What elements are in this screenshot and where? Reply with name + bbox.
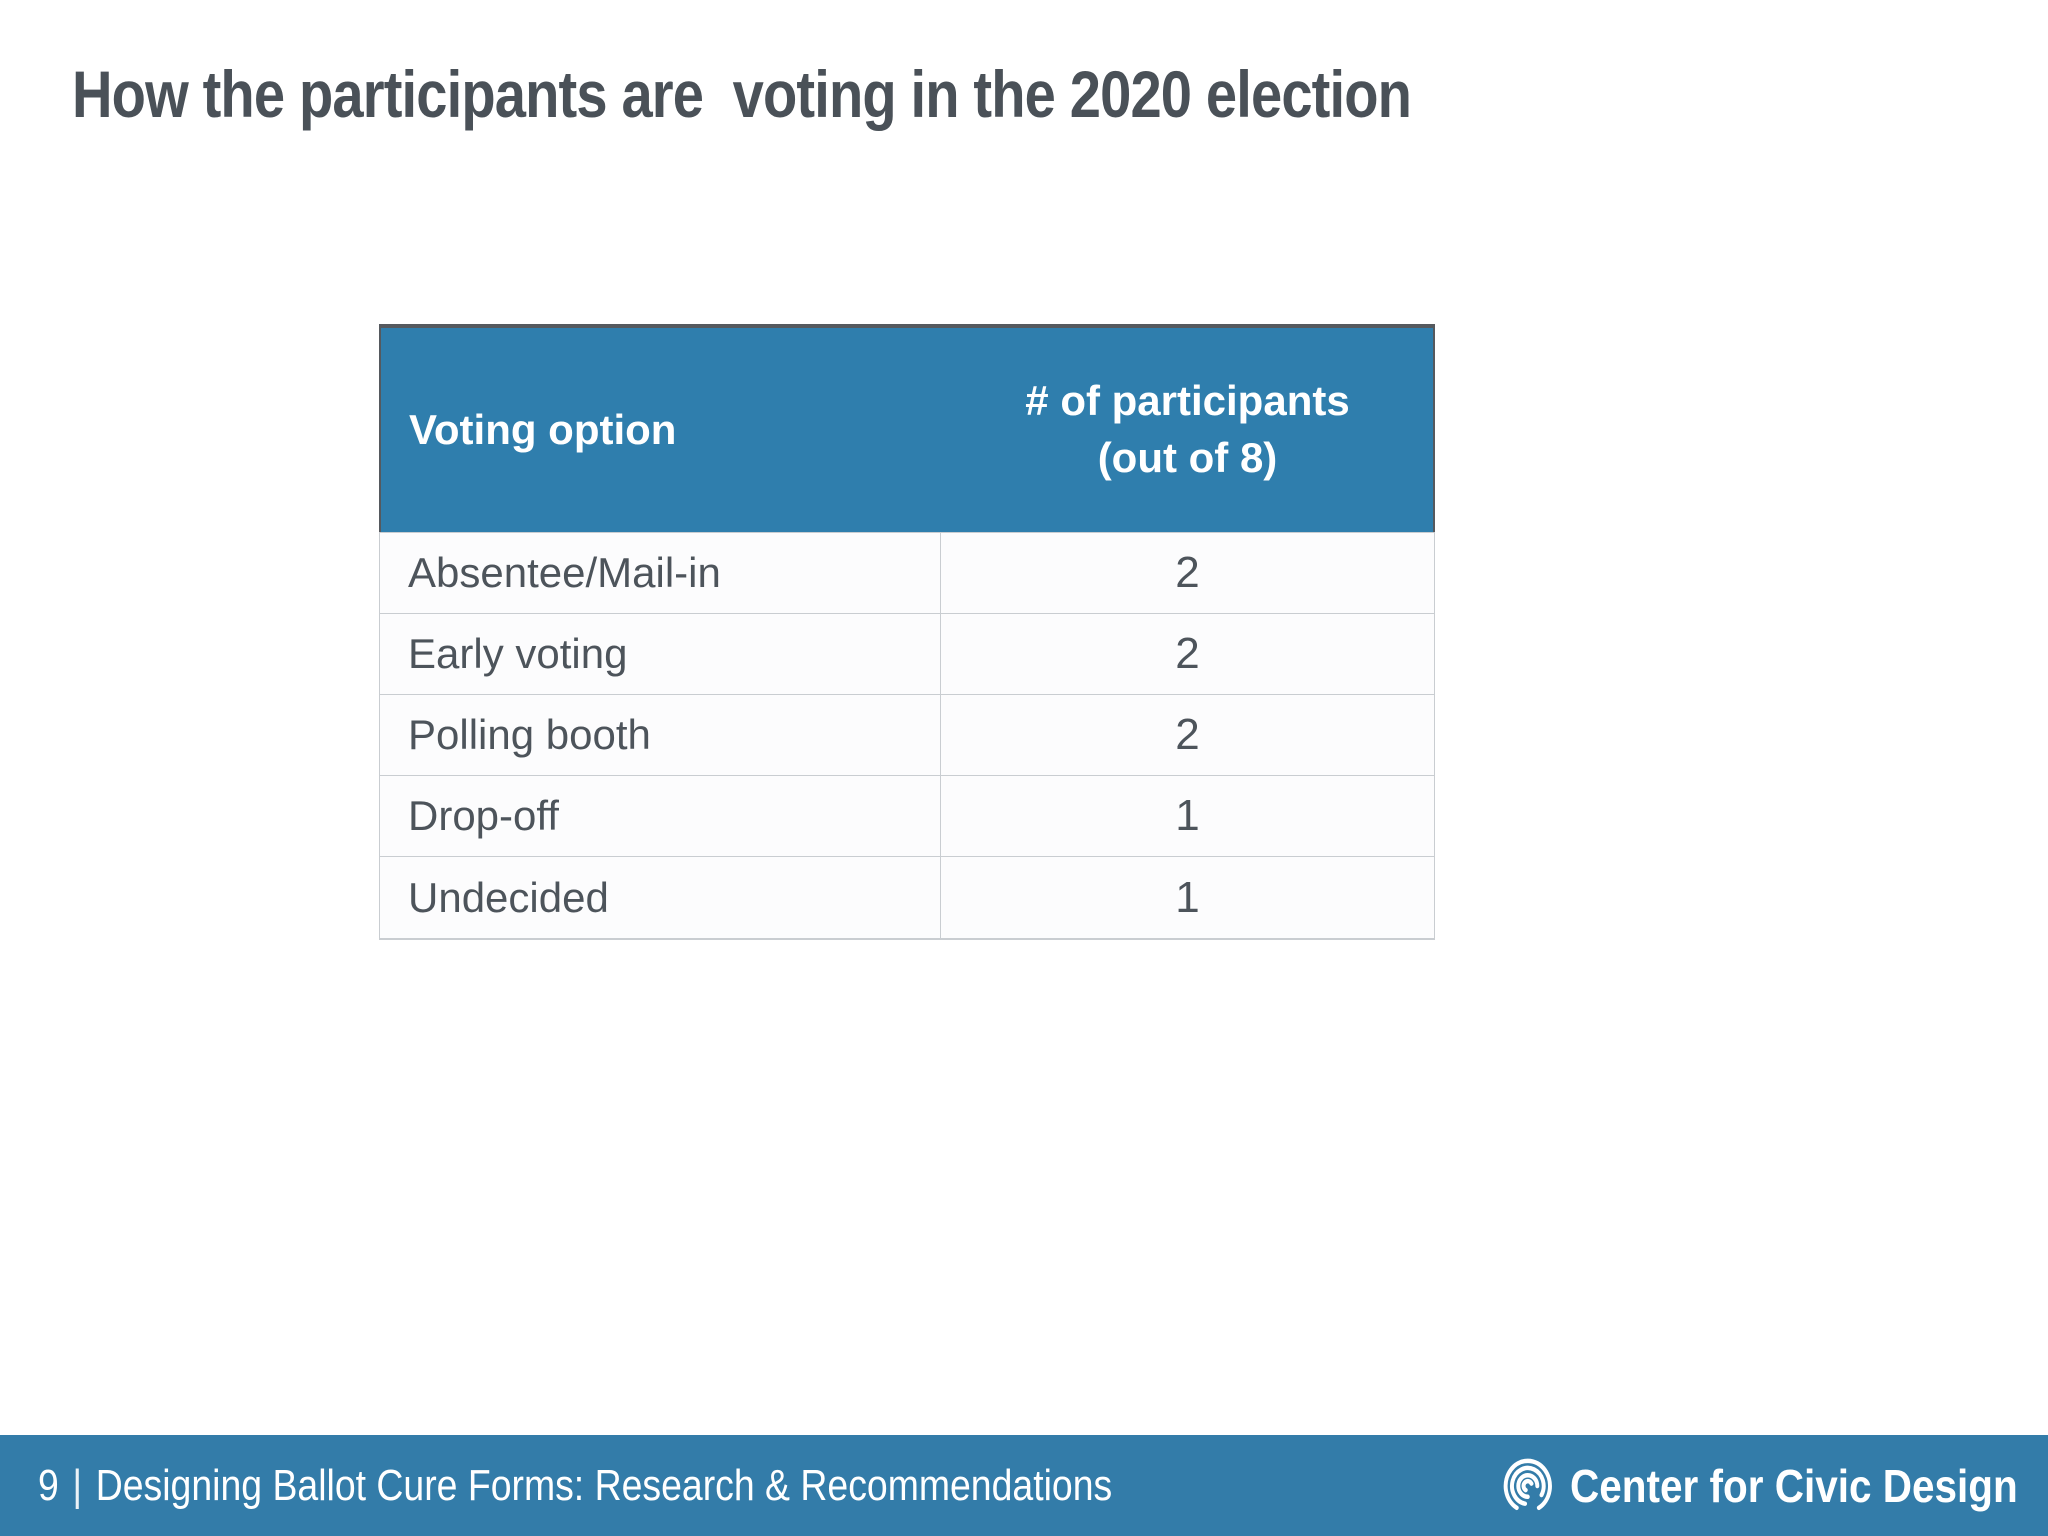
cell-participant-count: 2 (940, 695, 1434, 775)
page-number: 9 (38, 1460, 59, 1510)
column-header-voting-option: Voting option (409, 406, 677, 453)
table-row: Absentee/Mail-in 2 (380, 533, 1434, 614)
column-header-participants-line2: (out of 8) (1097, 434, 1278, 481)
thumbprint-spiral-icon (1503, 1458, 1553, 1510)
footer-separator: | (72, 1460, 83, 1510)
cell-voting-option: Polling booth (408, 711, 651, 758)
slide-title: How the participants are voting in the 2… (72, 57, 1412, 131)
table-row: Drop-off 1 (380, 776, 1434, 857)
table-row: Polling booth 2 (380, 695, 1434, 776)
table-header-row: Voting option # of participants (out of … (379, 324, 1435, 532)
footer-bar: 9 | Designing Ballot Cure Forms: Researc… (0, 1435, 2048, 1536)
column-header-participants-line1: # of participants (1025, 377, 1350, 425)
brand-name: Center for Civic Design (1570, 1459, 2018, 1512)
voting-table: Voting option # of participants (out of … (379, 324, 1435, 940)
cell-participant-count: 1 (940, 776, 1434, 856)
table-row: Early voting 2 (380, 614, 1434, 695)
cell-participant-count: 2 (940, 533, 1434, 613)
table-row: Undecided 1 (380, 857, 1434, 938)
deck-title: Designing Ballot Cure Forms: Research & … (95, 1460, 1113, 1510)
cell-voting-option: Drop-off (408, 792, 559, 839)
cell-participant-count: 1 (940, 857, 1434, 938)
cell-voting-option: Undecided (408, 873, 609, 921)
column-header-participants: # of participants (out of 8) (942, 328, 1433, 532)
cell-voting-option: Absentee/Mail-in (408, 549, 721, 596)
table-body: Absentee/Mail-in 2 Early voting 2 Pollin… (379, 532, 1435, 940)
cell-participant-count: 2 (940, 614, 1434, 694)
footer-brand: Center for Civic Design (1502, 1456, 2018, 1516)
cell-voting-option: Early voting (408, 630, 628, 677)
footer-page-info: 9 | Designing Ballot Cure Forms: Researc… (38, 1461, 1112, 1511)
